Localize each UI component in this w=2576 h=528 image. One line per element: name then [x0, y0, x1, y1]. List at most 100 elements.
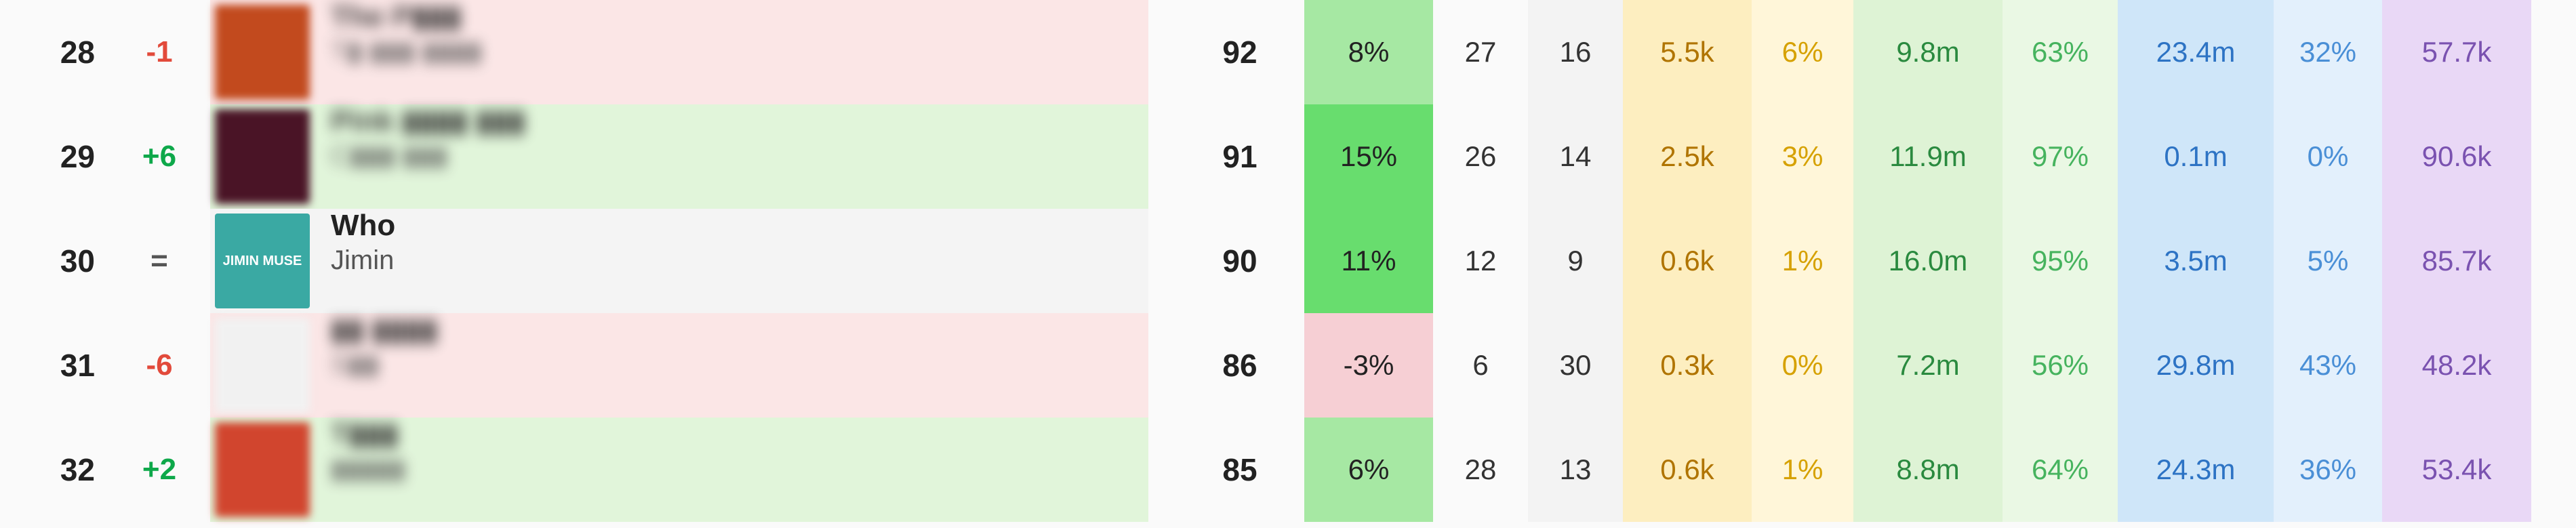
- sales-pct: 3%: [1752, 104, 1853, 209]
- sales-pct: 1%: [1752, 418, 1853, 522]
- table-row[interactable]: 31 -6 ▮▮ ▮▮▮▮ S▮▮ 86 -3% 6 30 0.3k 0% 7.…: [0, 313, 2576, 418]
- cover-image: [215, 422, 310, 517]
- metric-weeks: 13: [1528, 418, 1623, 522]
- sales-value: 2.5k: [1623, 104, 1752, 209]
- track-artist: C▮▮▮ ▮▮▮: [331, 140, 447, 171]
- spacer: [1148, 418, 1175, 522]
- metric-peak: 27: [1433, 0, 1528, 104]
- track-artist: T▮ ▮▮▮ ▮▮▮▮: [331, 36, 482, 67]
- units-value: 48.2k: [2382, 313, 2531, 418]
- metric-peak: 28: [1433, 418, 1528, 522]
- track-info[interactable]: ▮▮ ▮▮▮▮ S▮▮: [315, 313, 1148, 418]
- album-art[interactable]: [210, 418, 315, 522]
- units-value: 57.7k: [2382, 0, 2531, 104]
- rank-change: +2: [108, 418, 210, 522]
- streams-value: 9.8m: [1853, 0, 2003, 104]
- track-info[interactable]: Pink ▮▮▮▮ ▮▮▮ C▮▮▮ ▮▮▮: [315, 104, 1148, 209]
- track-artist: Jimin: [331, 245, 394, 276]
- streams-pct: 95%: [2003, 209, 2118, 313]
- cover-image: [215, 109, 310, 204]
- units-value: 90.6k: [2382, 104, 2531, 209]
- track-info[interactable]: Who Jimin: [315, 209, 1148, 313]
- streams-pct: 97%: [2003, 104, 2118, 209]
- spacer: [1148, 0, 1175, 104]
- metric-weeks: 14: [1528, 104, 1623, 209]
- streams-value: 16.0m: [1853, 209, 2003, 313]
- score-value: 90: [1175, 209, 1304, 313]
- score-change-pct: 11%: [1304, 209, 1433, 313]
- rank-value: 28: [0, 0, 108, 104]
- streams-value: 7.2m: [1853, 313, 2003, 418]
- rank-value: 30: [0, 209, 108, 313]
- chart-table: 28 -1 The P▮▮▮ T▮ ▮▮▮ ▮▮▮▮ 92 8% 27 16 5…: [0, 0, 2576, 522]
- airplay-value: 24.3m: [2118, 418, 2274, 522]
- rank-value: 31: [0, 313, 108, 418]
- cover-image: [215, 5, 310, 100]
- rank-value: 32: [0, 418, 108, 522]
- units-value: 53.4k: [2382, 418, 2531, 522]
- album-art[interactable]: JIMIN MUSE: [210, 209, 315, 313]
- metric-weeks: 16: [1528, 0, 1623, 104]
- streams-value: 8.8m: [1853, 418, 2003, 522]
- track-title: T▮▮▮: [331, 418, 399, 452]
- album-art[interactable]: [210, 104, 315, 209]
- rank-change: -1: [108, 0, 210, 104]
- sales-value: 0.6k: [1623, 209, 1752, 313]
- streams-pct: 63%: [2003, 0, 2118, 104]
- airplay-pct: 32%: [2274, 0, 2382, 104]
- track-info[interactable]: T▮▮▮ ▮▮▮▮▮: [315, 418, 1148, 522]
- airplay-value: 23.4m: [2118, 0, 2274, 104]
- sales-pct: 1%: [1752, 209, 1853, 313]
- score-value: 85: [1175, 418, 1304, 522]
- streams-pct: 64%: [2003, 418, 2118, 522]
- spacer: [1148, 313, 1175, 418]
- airplay-pct: 43%: [2274, 313, 2382, 418]
- metric-weeks: 9: [1528, 209, 1623, 313]
- airplay-value: 3.5m: [2118, 209, 2274, 313]
- rank-value: 29: [0, 104, 108, 209]
- sales-value: 0.3k: [1623, 313, 1752, 418]
- cover-image: [215, 318, 310, 413]
- airplay-pct: 36%: [2274, 418, 2382, 522]
- score-value: 92: [1175, 0, 1304, 104]
- rank-change: =: [108, 209, 210, 313]
- rank-change: +6: [108, 104, 210, 209]
- sales-pct: 6%: [1752, 0, 1853, 104]
- track-title: Who: [331, 209, 395, 243]
- metric-peak: 26: [1433, 104, 1528, 209]
- table-row[interactable]: 32 +2 T▮▮▮ ▮▮▮▮▮ 85 6% 28 13 0.6k 1% 8.8…: [0, 418, 2576, 522]
- track-title: ▮▮ ▮▮▮▮: [331, 313, 438, 348]
- spacer: [1148, 209, 1175, 313]
- score-value: 91: [1175, 104, 1304, 209]
- track-title: Pink ▮▮▮▮ ▮▮▮: [331, 104, 525, 139]
- score-change-pct: 15%: [1304, 104, 1433, 209]
- airplay-value: 29.8m: [2118, 313, 2274, 418]
- cover-image: JIMIN MUSE: [215, 214, 310, 308]
- airplay-pct: 0%: [2274, 104, 2382, 209]
- streams-value: 11.9m: [1853, 104, 2003, 209]
- sales-value: 0.6k: [1623, 418, 1752, 522]
- units-value: 85.7k: [2382, 209, 2531, 313]
- table-row[interactable]: 28 -1 The P▮▮▮ T▮ ▮▮▮ ▮▮▮▮ 92 8% 27 16 5…: [0, 0, 2576, 104]
- track-artist: S▮▮: [331, 349, 379, 380]
- score-value: 86: [1175, 313, 1304, 418]
- table-row[interactable]: 29 +6 Pink ▮▮▮▮ ▮▮▮ C▮▮▮ ▮▮▮ 91 15% 26 1…: [0, 104, 2576, 209]
- table-row[interactable]: 30 = JIMIN MUSE Who Jimin 90 11% 12 9 0.…: [0, 209, 2576, 313]
- track-info[interactable]: The P▮▮▮ T▮ ▮▮▮ ▮▮▮▮: [315, 0, 1148, 104]
- airplay-pct: 5%: [2274, 209, 2382, 313]
- score-change-pct: 8%: [1304, 0, 1433, 104]
- sales-pct: 0%: [1752, 313, 1853, 418]
- rank-change: -6: [108, 313, 210, 418]
- spacer: [1148, 104, 1175, 209]
- sales-value: 5.5k: [1623, 0, 1752, 104]
- album-art[interactable]: [210, 0, 315, 104]
- track-artist: ▮▮▮▮▮: [331, 453, 405, 485]
- metric-peak: 12: [1433, 209, 1528, 313]
- metric-peak: 6: [1433, 313, 1528, 418]
- metric-weeks: 30: [1528, 313, 1623, 418]
- track-title: The P▮▮▮: [331, 0, 461, 35]
- streams-pct: 56%: [2003, 313, 2118, 418]
- score-change-pct: -3%: [1304, 313, 1433, 418]
- album-art[interactable]: [210, 313, 315, 418]
- score-change-pct: 6%: [1304, 418, 1433, 522]
